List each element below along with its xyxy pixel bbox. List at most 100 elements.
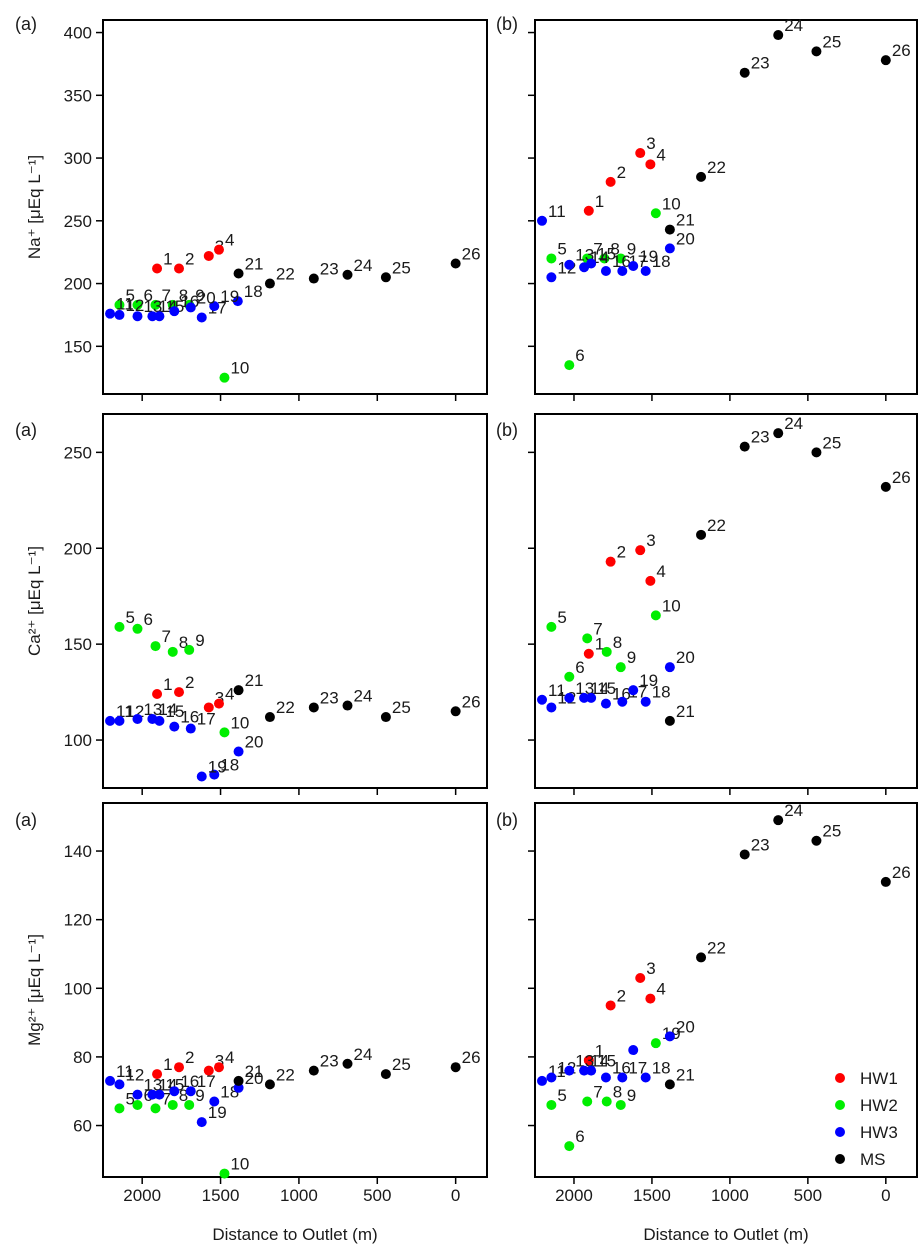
point-label: 18 bbox=[244, 282, 263, 301]
point-label: 23 bbox=[751, 54, 770, 73]
point-label: 2 bbox=[617, 163, 626, 182]
point-label: 15 bbox=[597, 679, 616, 698]
data-point-ms bbox=[380, 712, 391, 723]
plot-frame bbox=[534, 802, 918, 1178]
panel-0-1: (b)1234567891011121314151617181920212223… bbox=[496, 14, 918, 401]
data-point-hw2 bbox=[546, 253, 557, 264]
data-point-hw3 bbox=[209, 1096, 220, 1107]
point-label: 10 bbox=[662, 596, 681, 615]
data-point-hw3 bbox=[105, 308, 116, 319]
data-point-hw3 bbox=[233, 1082, 244, 1093]
point-label: 23 bbox=[320, 1052, 339, 1071]
data-point-hw3 bbox=[628, 1045, 639, 1056]
y-axis-label: Na⁺ [μEq L⁻¹] bbox=[25, 155, 44, 259]
data-point-ms bbox=[664, 1079, 675, 1090]
data-point-hw1 bbox=[152, 263, 163, 274]
data-point-hw2 bbox=[114, 621, 125, 632]
data-point-ms bbox=[308, 702, 319, 713]
point-label: 20 bbox=[245, 733, 264, 752]
data-point-hw2 bbox=[599, 253, 610, 264]
point-label: 21 bbox=[676, 211, 695, 230]
point-label: 24 bbox=[354, 1045, 373, 1064]
point-label: 22 bbox=[707, 938, 726, 957]
point-label: 4 bbox=[656, 145, 665, 164]
legend-marker-hw2 bbox=[835, 1100, 845, 1110]
legend-marker-hw1 bbox=[835, 1073, 845, 1083]
data-point-hw2 bbox=[601, 1096, 612, 1107]
data-point-hw3 bbox=[154, 311, 165, 322]
point-label: 26 bbox=[892, 863, 911, 882]
point-label: 25 bbox=[392, 258, 411, 277]
data-point-hw3 bbox=[233, 746, 244, 757]
data-point-hw3 bbox=[196, 312, 207, 323]
x-tick-label: 1500 bbox=[633, 1186, 671, 1205]
data-point-hw2 bbox=[150, 641, 161, 652]
point-label: 11 bbox=[116, 1062, 134, 1081]
point-label: 24 bbox=[784, 414, 803, 433]
data-point-hw1 bbox=[152, 1069, 163, 1080]
point-label: 5 bbox=[125, 286, 134, 305]
data-point-hw1 bbox=[605, 1000, 616, 1011]
point-label: 3 bbox=[215, 688, 224, 707]
point-label: 25 bbox=[392, 698, 411, 717]
data-point-ms bbox=[450, 1062, 461, 1073]
data-point-hw3 bbox=[147, 1089, 158, 1100]
x-axis-label: Distance to Outlet (m) bbox=[643, 1225, 808, 1244]
data-point-ms bbox=[739, 67, 750, 78]
data-point-hw2 bbox=[167, 646, 178, 657]
point-label: 4 bbox=[656, 562, 665, 581]
point-label: 1 bbox=[595, 1041, 604, 1060]
data-point-hw2 bbox=[564, 1141, 575, 1152]
data-point-hw1 bbox=[213, 1062, 224, 1073]
x-tick-label: 1500 bbox=[202, 1186, 240, 1205]
x-tick-label: 2000 bbox=[555, 1186, 593, 1205]
point-label: 19 bbox=[220, 287, 239, 306]
data-point-ms bbox=[342, 700, 353, 711]
data-point-hw3 bbox=[628, 260, 639, 271]
legend-label-ms: MS bbox=[860, 1150, 886, 1169]
y-tick-label: 60 bbox=[73, 1117, 92, 1136]
point-label: 8 bbox=[179, 286, 188, 305]
point-label: 7 bbox=[593, 619, 602, 638]
data-point-hw2 bbox=[150, 299, 161, 310]
legend-marker-ms bbox=[835, 1154, 845, 1164]
point-label: 25 bbox=[822, 433, 841, 452]
data-point-hw3 bbox=[640, 1072, 651, 1083]
data-point-hw2 bbox=[167, 1099, 178, 1110]
y-tick-label: 120 bbox=[64, 911, 92, 930]
point-label: 9 bbox=[627, 648, 636, 667]
data-point-hw2 bbox=[219, 727, 230, 738]
data-point-hw2 bbox=[114, 1103, 125, 1114]
data-point-hw1 bbox=[203, 250, 214, 261]
data-point-hw1 bbox=[213, 244, 224, 255]
point-label: 3 bbox=[215, 1052, 224, 1071]
point-label: 14 bbox=[590, 1052, 609, 1071]
point-label: 1 bbox=[595, 635, 604, 654]
point-label: 6 bbox=[143, 286, 152, 305]
point-label: 25 bbox=[822, 822, 841, 841]
data-point-ms bbox=[696, 171, 707, 182]
data-point-hw3 bbox=[586, 692, 597, 703]
point-label: 17 bbox=[197, 710, 216, 729]
point-label: 9 bbox=[195, 286, 204, 305]
point-label: 21 bbox=[245, 255, 264, 274]
data-point-hw1 bbox=[174, 263, 185, 274]
point-label: 5 bbox=[125, 1089, 134, 1108]
point-label: 24 bbox=[784, 16, 803, 35]
point-label: 17 bbox=[628, 1058, 647, 1077]
point-label: 19 bbox=[639, 671, 658, 690]
data-point-ms bbox=[696, 952, 707, 963]
data-point-hw3 bbox=[114, 1079, 125, 1090]
data-point-hw3 bbox=[617, 1072, 628, 1083]
point-label: 26 bbox=[892, 41, 911, 60]
data-point-ms bbox=[880, 55, 891, 66]
x-tick-label: 500 bbox=[794, 1186, 822, 1205]
data-point-hw2 bbox=[184, 1099, 195, 1110]
point-label: 22 bbox=[707, 158, 726, 177]
plot-frame bbox=[102, 19, 488, 395]
point-label: 6 bbox=[575, 1127, 584, 1146]
point-label: 2 bbox=[617, 543, 626, 562]
data-point-ms bbox=[380, 1069, 391, 1080]
data-point-hw3 bbox=[564, 692, 575, 703]
